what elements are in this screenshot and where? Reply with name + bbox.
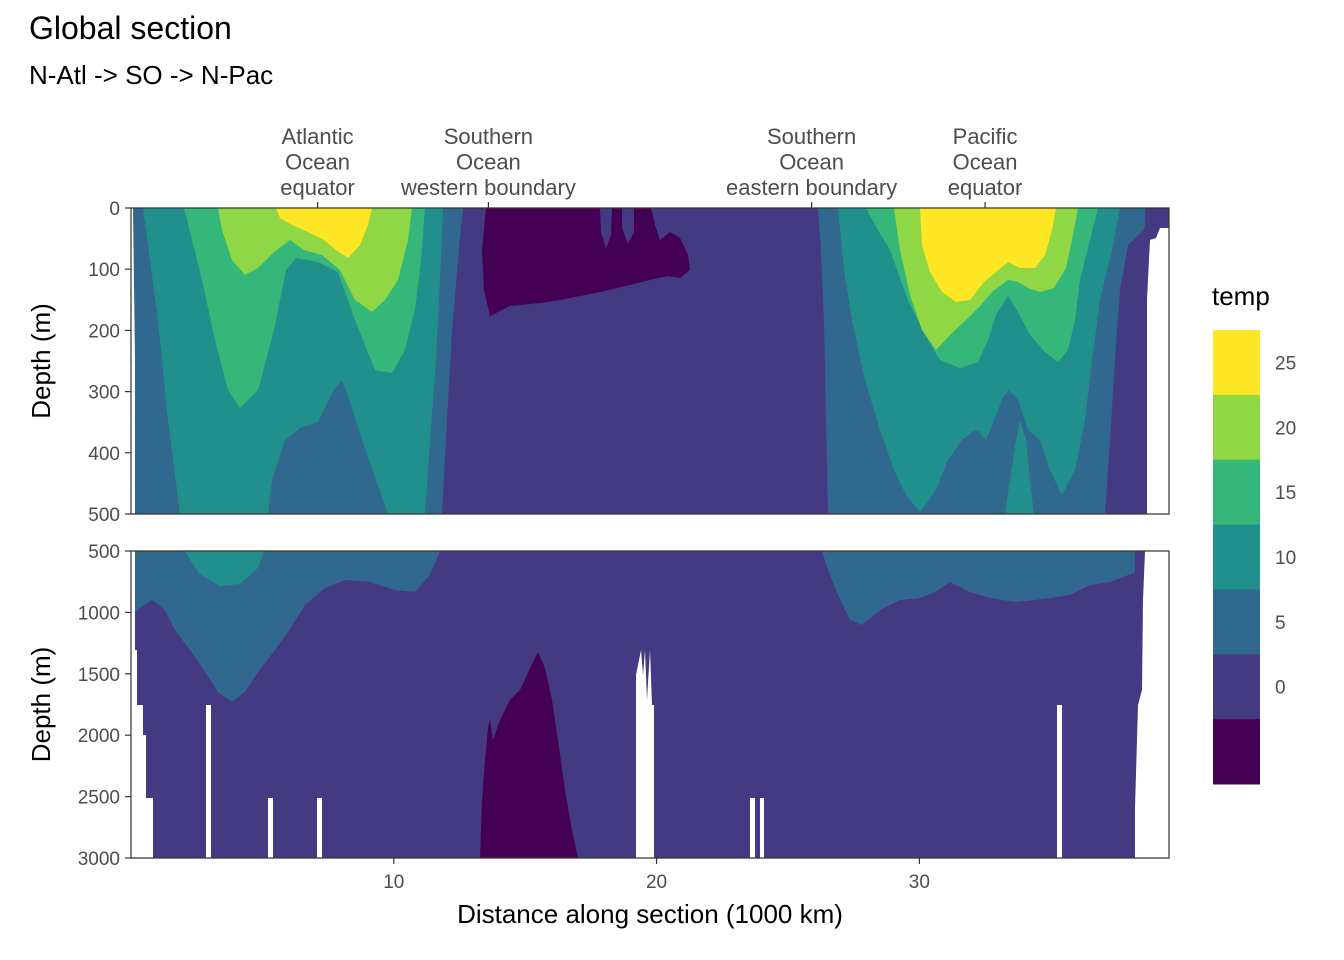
- legend: temp 25 20 15 10 5 0: [1212, 281, 1296, 785]
- x-tick-label: 10: [383, 872, 404, 893]
- lower-contour-fill: [131, 551, 1169, 858]
- legend-break-label: 10: [1275, 548, 1296, 569]
- annotation-label: eastern boundary: [726, 175, 897, 200]
- chart-subtitle: N-Atl -> SO -> N-Pac: [29, 60, 274, 90]
- upper-panel: [130, 207, 1170, 515]
- y-tick-label: 500: [88, 505, 120, 526]
- missing-data: [206, 705, 211, 858]
- missing-data: [750, 798, 755, 858]
- annotation-label: Southern: [767, 124, 856, 149]
- legend-break-label: 25: [1275, 353, 1296, 374]
- contour-band-5-10: [822, 551, 1142, 625]
- y-tick-label: 1500: [78, 665, 120, 686]
- legend-swatch: [1213, 394, 1260, 461]
- legend-title: temp: [1212, 281, 1270, 311]
- legend-swatch: [1213, 719, 1260, 785]
- y-tick-label: 2000: [78, 726, 120, 747]
- contour-band-5-10: [268, 380, 388, 514]
- contour-band-25-30: [276, 208, 372, 258]
- annotation-label: Ocean: [456, 150, 521, 175]
- y-tick-label: 500: [88, 542, 120, 563]
- legend-break-label: 0: [1275, 678, 1286, 699]
- annotation-label: equator: [280, 175, 355, 200]
- x-tick-label: 30: [909, 872, 930, 893]
- axes: 0 100 200 300 400 500 Depth (m) 500 1000 1500 2000…: [26, 199, 930, 929]
- legend-break-label: 15: [1275, 483, 1296, 504]
- annotation-label: Southern: [444, 124, 533, 149]
- missing-data: [317, 798, 322, 858]
- contour-band-10-15: [1005, 420, 1034, 514]
- y-axis-title: Depth (m): [26, 303, 56, 419]
- legend-swatch: [1213, 524, 1260, 590]
- y-axis-title: Depth (m): [26, 647, 56, 763]
- contour-band-0-5: [600, 208, 634, 248]
- legend-swatch: [1213, 654, 1260, 720]
- missing-data: [1057, 705, 1062, 858]
- annotation-label: Ocean: [953, 150, 1018, 175]
- y-tick-label: 400: [88, 444, 120, 465]
- annotation-label: Ocean: [285, 150, 350, 175]
- y-tick-label: 1000: [78, 603, 120, 624]
- section-annotations: AtlanticOceanequatorSouthernOceanwestern…: [280, 124, 1022, 208]
- annotation-label: equator: [948, 175, 1023, 200]
- contour-band-10-15: [185, 551, 264, 586]
- annotation-label: Ocean: [779, 150, 844, 175]
- annotation-label: Pacific: [953, 124, 1018, 149]
- legend-break-label: 5: [1275, 613, 1286, 634]
- legend-swatch: [1213, 459, 1260, 526]
- y-tick-label: 100: [88, 260, 120, 281]
- y-tick-label: 3000: [78, 849, 120, 870]
- missing-data: [131, 551, 153, 858]
- upper-panel-border: [130, 207, 1170, 515]
- annotation-label: Atlantic: [281, 124, 353, 149]
- y-tick-label: 2500: [78, 788, 120, 809]
- upper-contour-fill: [133, 208, 1169, 514]
- contour-band-5-10: [940, 395, 1072, 514]
- missing-data: [760, 798, 764, 858]
- x-axis-title: Distance along section (1000 km): [457, 899, 843, 929]
- contour-band-neg5-0: [480, 652, 578, 858]
- y-tick-label: 300: [88, 383, 120, 404]
- legend-swatch: [1213, 330, 1260, 396]
- missing-data: [268, 798, 273, 858]
- x-tick-label: 20: [646, 872, 667, 893]
- chart-title: Global section: [29, 10, 232, 46]
- annotation-label: western boundary: [400, 175, 576, 200]
- lower-panel: [130, 550, 1170, 859]
- legend-break-label: 20: [1275, 418, 1296, 439]
- missing-data: [636, 650, 654, 858]
- contour-band-neg5-0: [482, 208, 690, 316]
- y-tick-label: 0: [109, 199, 120, 220]
- contour-band-5-10: [135, 551, 440, 702]
- y-tick-label: 200: [88, 321, 120, 342]
- missing-data: [1147, 228, 1169, 514]
- lower-panel-border: [130, 550, 1170, 859]
- legend-swatch: [1213, 589, 1260, 655]
- contour-band-25-30: [920, 208, 1056, 302]
- missing-data: [1135, 551, 1169, 858]
